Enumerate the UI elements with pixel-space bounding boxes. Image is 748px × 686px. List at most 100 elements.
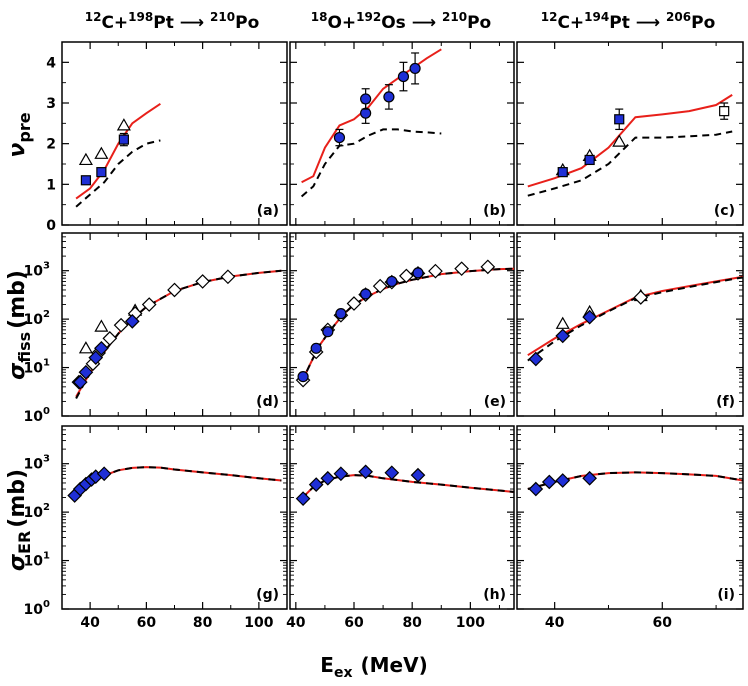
data-point-open-triangle: [78, 152, 93, 166]
plot-area: [527, 470, 743, 497]
data-point-open-square: [719, 106, 730, 117]
column-title-1: 12C+198Pt ⟶ 210Po: [85, 10, 260, 33]
plot-area: [295, 464, 514, 506]
data-point-open-diamond: [480, 259, 496, 275]
data-point-filled-diamond: [124, 313, 140, 329]
data-point-filled-diamond: [295, 491, 311, 506]
data-point-open-diamond: [220, 269, 236, 285]
panel-label: (c): [714, 203, 735, 219]
data-point-filled-diamond: [528, 481, 544, 497]
data-point-filled-circle: [360, 93, 372, 105]
panel-g: 40 60 80 100 100 101 102 103 (g): [24, 425, 288, 631]
x-tick-label: 100: [244, 615, 273, 631]
row-label-sigma-er: σER(mb): [5, 469, 34, 571]
x-tick-label: 60: [344, 615, 364, 631]
panel-b: (b): [289, 41, 515, 226]
data-point-filled-diamond: [528, 351, 544, 367]
y-tick-label: 103: [24, 454, 50, 473]
plot-area: [527, 275, 743, 367]
panel-frame: [61, 41, 288, 226]
data-point-open-triangle: [116, 118, 131, 131]
x-tick-label: 80: [402, 615, 422, 631]
data-point-filled-diamond: [582, 309, 597, 325]
panel-label: (h): [483, 587, 506, 603]
data-point-filled-circle: [297, 371, 309, 383]
data-point-filled-diamond: [72, 374, 88, 390]
y-tick-label: 3: [46, 96, 56, 112]
panel-label: (g): [256, 587, 279, 603]
row-label-sigma-fiss: σfiss(mb): [5, 270, 34, 380]
data-point-open-diamond: [102, 331, 118, 346]
data-point-open-triangle: [94, 319, 109, 332]
theory-curve-dashed: [527, 276, 743, 362]
panel-frame: [289, 425, 515, 610]
data-point-filled-diamond: [78, 364, 94, 380]
y-tick-label: 102: [24, 502, 50, 521]
x-tick-label: 60: [653, 615, 673, 631]
data-point-filled-square: [80, 175, 92, 186]
plot-area: [75, 102, 161, 208]
data-point-filled-diamond: [582, 470, 597, 486]
theory-curve-dashed: [300, 267, 514, 383]
x-tick-label: 40: [286, 615, 306, 631]
y-tick-label: 101: [24, 551, 50, 570]
y-tick-label: 2: [46, 137, 56, 153]
data-point-filled-diamond: [555, 328, 571, 344]
data-point-filled-circle: [383, 91, 395, 103]
panel-label: (d): [256, 394, 279, 410]
panel-label: (e): [484, 394, 506, 410]
plot-area: [527, 94, 733, 197]
theory-curve-dashed: [300, 128, 442, 198]
data-point-filled-diamond: [555, 473, 571, 488]
panel-frame: [61, 425, 288, 610]
y-tick-label: 103: [24, 261, 50, 280]
x-tick-label: 60: [137, 615, 157, 631]
panel-h: 40 60 80 100 (h): [286, 425, 515, 631]
panel-frame: [61, 232, 288, 417]
panel-label: (b): [483, 203, 506, 219]
data-point-filled-diamond: [384, 465, 400, 481]
data-point-filled-square: [118, 134, 129, 145]
x-axis-label: Eex (MeV): [320, 653, 427, 681]
panel-label: (f): [716, 394, 735, 410]
panel-a: 0 1 2 3 4 (a): [46, 41, 288, 234]
y-tick-label: 100: [24, 406, 50, 425]
panel-frame: [516, 425, 744, 610]
y-tick-label: 100: [24, 599, 50, 618]
data-point-open-triangle: [94, 146, 109, 159]
data-point-filled-circle: [412, 267, 424, 279]
panel-d: 100 101 102 103 (d): [24, 232, 288, 425]
x-tick-label: 80: [193, 615, 213, 631]
data-point-filled-diamond: [358, 464, 373, 480]
panel-f: (f): [516, 232, 744, 417]
data-point-filled-diamond: [88, 350, 104, 366]
data-point-filled-circle: [310, 342, 322, 354]
column-title-2: 18O+192Os ⟶ 210Po: [311, 10, 491, 33]
y-tick-label: 102: [24, 309, 50, 328]
data-point-filled-diamond: [541, 474, 557, 490]
theory-curve-dashed: [527, 130, 733, 197]
x-tick-label: 40: [80, 615, 100, 631]
data-point-filled-square: [96, 167, 107, 178]
theory-curve-dashed: [75, 139, 161, 208]
data-point-open-diamond: [195, 274, 210, 289]
column-title-3: 12C+194Pt ⟶ 206Po: [541, 10, 716, 33]
panel-e: (e): [289, 232, 515, 417]
data-point-open-triangle: [612, 134, 627, 147]
plot-area: [67, 466, 282, 503]
data-point-filled-diamond: [320, 470, 336, 486]
y-tick-label: 0: [46, 218, 56, 234]
data-point-filled-diamond: [96, 466, 112, 482]
data-point-filled-square: [557, 167, 568, 178]
y-tick-label: 1: [46, 177, 56, 193]
row-label-nu-pre: νpre: [5, 112, 34, 157]
data-point-filled-circle: [333, 131, 346, 144]
data-point-open-triangle: [78, 341, 93, 354]
data-point-open-diamond: [633, 290, 649, 305]
data-point-filled-diamond: [94, 340, 109, 356]
theory-curve-dashed: [300, 474, 514, 500]
data-point-open-diamond: [372, 278, 388, 294]
plot-area: [71, 269, 282, 399]
data-point-filled-diamond: [308, 477, 324, 492]
